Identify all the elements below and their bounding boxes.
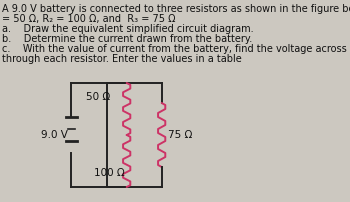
Text: 9.0 V: 9.0 V (41, 130, 68, 140)
Text: 75 Ω: 75 Ω (168, 130, 192, 140)
Text: = 50 Ω, R₂ = 100 Ω, and  R₃ = 75 Ω: = 50 Ω, R₂ = 100 Ω, and R₃ = 75 Ω (2, 14, 176, 24)
Text: A 9.0 V battery is connected to three resistors as shown in the figure below wit: A 9.0 V battery is connected to three re… (2, 4, 350, 14)
Text: through each resistor. Enter the values in a table: through each resistor. Enter the values … (2, 54, 242, 64)
Text: b.    Determine the current drawn from the battery.: b. Determine the current drawn from the … (2, 34, 253, 44)
Text: 50 Ω: 50 Ω (85, 92, 110, 102)
Text: a.    Draw the equivalent simplified circuit diagram.: a. Draw the equivalent simplified circui… (2, 24, 254, 34)
Text: c.    With the value of current from the battery, find the voltage across and cu: c. With the value of current from the ba… (2, 44, 350, 54)
Text: 100 Ω: 100 Ω (93, 168, 124, 178)
